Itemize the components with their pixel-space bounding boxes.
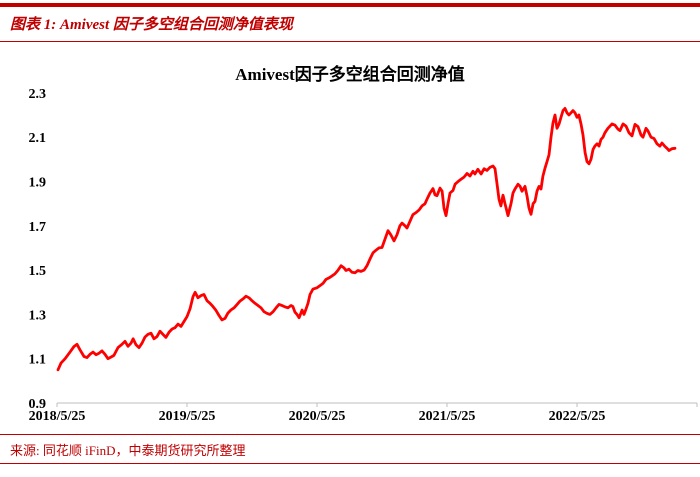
source-divider-bottom xyxy=(0,463,700,464)
y-axis-tick-label: 2.1 xyxy=(29,131,47,146)
top-accent-bar xyxy=(0,3,700,7)
header-divider xyxy=(0,41,700,42)
x-axis-tick-label: 2020/5/25 xyxy=(289,409,346,424)
chart-title: Amivest因子多空组合回测净值 xyxy=(235,65,465,84)
y-axis-tick-label: 1.9 xyxy=(29,176,47,191)
x-axis-tick-label: 2021/5/25 xyxy=(419,409,476,424)
source-divider-top xyxy=(0,434,700,435)
y-axis-tick-label: 1.5 xyxy=(29,264,47,279)
y-axis-tick-label: 1.7 xyxy=(29,220,47,235)
netvalue-series-line xyxy=(56,107,677,372)
y-axis-tick-label: 0.9 xyxy=(29,397,47,412)
x-axis-tick-label: 2019/5/25 xyxy=(159,409,216,424)
y-axis-tick-label: 1.1 xyxy=(29,353,47,368)
figure-caption: 图表 1: Amivest 因子多空组合回测净值表现 xyxy=(10,17,293,33)
y-axis-tick-label: 2.3 xyxy=(29,87,47,102)
x-axis-tick-label: 2022/5/25 xyxy=(549,409,606,424)
x-axis-tick-label: 2018/5/25 xyxy=(29,409,86,424)
source-note: 来源: 同花顺 iFinD，中泰期货研究所整理 xyxy=(10,443,246,458)
y-axis-tick-label: 1.3 xyxy=(29,308,47,323)
